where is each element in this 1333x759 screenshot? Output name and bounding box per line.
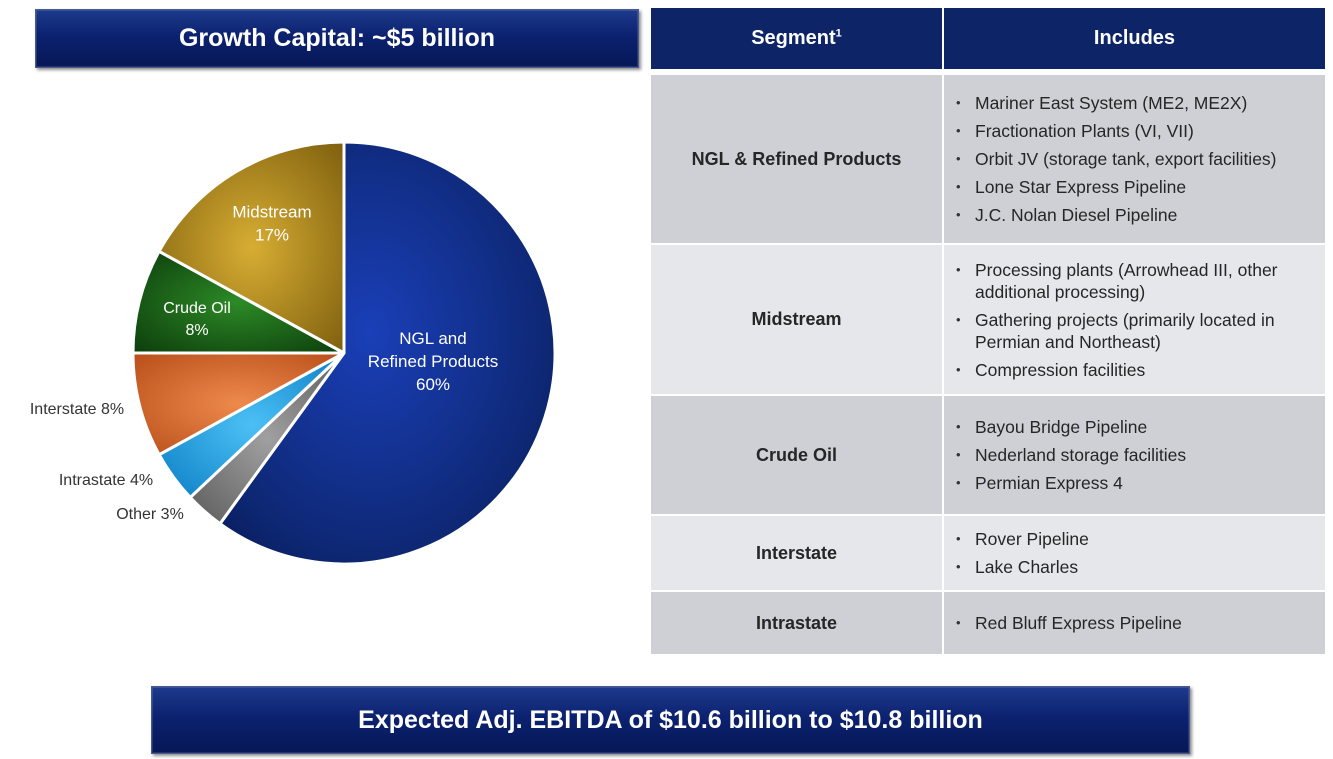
slice-label: Midstream 17%	[232, 202, 311, 244]
segment-column-header: Segment1	[651, 8, 944, 69]
list-item: Lone Star Express Pipeline	[956, 176, 1315, 198]
segment-includes: Rover Pipeline Lake Charles	[943, 515, 1325, 592]
list-item: Red Bluff Express Pipeline	[956, 612, 1315, 634]
pie-slice	[131, 249, 346, 355]
segment-includes: Red Bluff Express Pipeline	[943, 591, 1325, 656]
segment-name: Midstream	[651, 244, 944, 396]
list-item: Processing plants (Arrowhead III, other …	[956, 259, 1315, 303]
pie-slice	[157, 140, 346, 355]
slice-label: Intrastate 4%	[59, 472, 153, 489]
list-item: Lake Charles	[956, 556, 1315, 578]
segment-name: Intrastate	[651, 591, 944, 656]
slice-label: Crude Oil 8%	[163, 300, 231, 339]
list-item: Orbit JV (storage tank, export facilitie…	[956, 148, 1315, 170]
segment-name: NGL & Refined Products	[651, 75, 944, 245]
segment-includes: Bayou Bridge Pipeline Nederland storage …	[943, 395, 1325, 516]
segment-includes: Mariner East System (ME2, ME2X) Fraction…	[943, 75, 1325, 245]
list-item: Permian Express 4	[956, 472, 1315, 494]
segment-includes: Processing plants (Arrowhead III, other …	[943, 244, 1325, 396]
slice-label: Interstate 8%	[30, 401, 124, 418]
segment-header-label: Segment	[751, 27, 836, 49]
table-row: Midstream Processing plants (Arrowhead I…	[651, 244, 1325, 396]
slice-label: NGL and Refined Products 60%	[368, 329, 498, 394]
segment-name: Crude Oil	[651, 395, 944, 516]
slice-label: Other 3%	[116, 506, 184, 523]
growth-capital-title-banner: Growth Capital: ~$5 billion	[35, 9, 639, 68]
pie-slices	[131, 140, 557, 566]
pie-labels: NGL and Refined Products 60% Other 3% Intras…	[30, 202, 498, 523]
pie-slice	[131, 351, 346, 457]
list-item: Bayou Bridge Pipeline	[956, 416, 1315, 438]
list-item: Nederland storage facilities	[956, 444, 1315, 466]
segment-table: Segment1 Includes NGL & Refined Products…	[651, 8, 1325, 656]
list-item: J.C. Nolan Diesel Pipeline	[956, 204, 1315, 226]
list-item: Compression facilities	[956, 359, 1315, 381]
list-item: Mariner East System (ME2, ME2X)	[956, 92, 1315, 114]
growth-capital-pie-chart: NGL and Refined Products 60% Other 3% Intras…	[30, 140, 557, 566]
includes-column-header: Includes	[943, 8, 1325, 69]
list-item: Fractionation Plants (VI, VII)	[956, 120, 1315, 142]
list-item: Rover Pipeline	[956, 528, 1315, 550]
ebitda-footer-banner: Expected Adj. EBITDA of $10.6 billion to…	[151, 686, 1190, 754]
table-row: Intrastate Red Bluff Express Pipeline	[651, 591, 1325, 656]
segment-footnote-marker: 1	[835, 27, 842, 40]
table-row: Interstate Rover Pipeline Lake Charles	[651, 515, 1325, 592]
pie-slice	[218, 140, 557, 566]
table-row: NGL & Refined Products Mariner East Syst…	[651, 75, 1325, 245]
segment-name: Interstate	[651, 515, 944, 592]
table-row: Crude Oil Bayou Bridge Pipeline Nederlan…	[651, 395, 1325, 516]
list-item: Gathering projects (primarily located in…	[956, 309, 1315, 353]
segment-table-header: Segment1 Includes	[651, 8, 1325, 69]
